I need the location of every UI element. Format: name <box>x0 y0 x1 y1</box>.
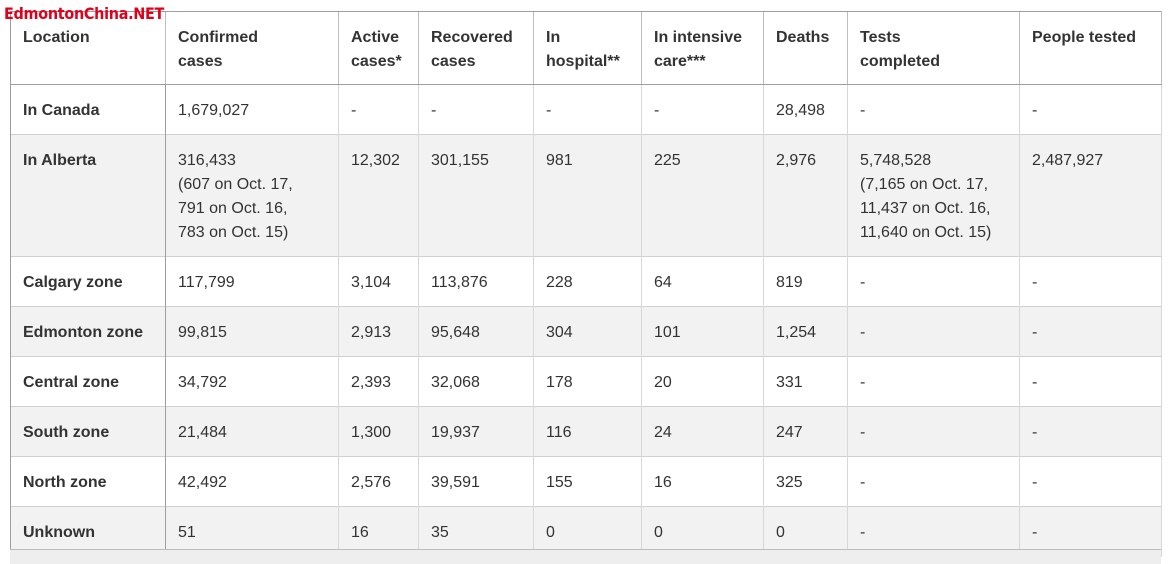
header-deaths: Deaths <box>763 11 848 85</box>
cell-intensive-care: 225 <box>641 134 764 257</box>
table-row: Unknown 51 16 35 0 0 0- - <box>10 506 1162 557</box>
table-row: North zone 42,492 2,576 39,591 155 16 325- - <box>10 456 1162 507</box>
cell-in-hospital: 155 <box>533 456 642 507</box>
cell-location: In Canada <box>10 84 166 135</box>
cell-active-cases: 16 <box>338 506 419 557</box>
cell-confirmed-cases: 99,815 <box>165 306 339 357</box>
cell-confirmed-cases: 42,492 <box>165 456 339 507</box>
header-tests-completed: Tests completed <box>847 11 1020 85</box>
cell-in-hospital: 178 <box>533 356 642 407</box>
cell-confirmed-cases: 316,433 (607 on Oct. 17, 791 on Oct. 16,… <box>165 134 339 257</box>
table-row: Edmonton zone 99,815 2,913 95,648 304 101 1,25… <box>10 306 1162 357</box>
cell-intensive-care: 0 <box>641 506 764 557</box>
cell-active-cases: 2,576 <box>338 456 419 507</box>
cell-tests-completed: - <box>847 256 1020 307</box>
cell-people-tested: - <box>1019 506 1162 557</box>
cell-intensive-care: 64 <box>641 256 764 307</box>
cell-confirmed-cases: 117,799 <box>165 256 339 307</box>
cell-in-hospital: 116 <box>533 406 642 457</box>
cell-intensive-care: - <box>641 84 764 135</box>
cell-location: Edmonton zone <box>10 306 166 357</box>
header-confirmed-cases: Confirmed cases <box>165 11 339 85</box>
cell-recovered-cases: 95,648 <box>418 306 534 357</box>
cell-intensive-care: 16 <box>641 456 764 507</box>
cell-active-cases: 1,300 <box>338 406 419 457</box>
cell-intensive-care: 20 <box>641 356 764 407</box>
cell-people-tested: - <box>1019 256 1162 307</box>
cell-recovered-cases: 113,876 <box>418 256 534 307</box>
cell-in-hospital: 228 <box>533 256 642 307</box>
cell-in-hospital: - <box>533 84 642 135</box>
header-people-tested: People tested <box>1019 11 1162 85</box>
cell-recovered-cases: 32,068 <box>418 356 534 407</box>
cell-deaths: 0 <box>763 506 848 557</box>
header-active-cases: Active cases* <box>338 11 419 85</box>
cell-confirmed-cases: 34,792 <box>165 356 339 407</box>
table-footer-bar <box>10 549 1161 564</box>
cell-confirmed-cases: 51 <box>165 506 339 557</box>
cell-location: Calgary zone <box>10 256 166 307</box>
cell-people-tested: - <box>1019 306 1162 357</box>
cell-location: Unknown <box>10 506 166 557</box>
cell-tests-completed: - <box>847 306 1020 357</box>
cell-active-cases: 3,104 <box>338 256 419 307</box>
cell-recovered-cases: 39,591 <box>418 456 534 507</box>
table-row: In Canada 1,679,027- - - -28,498- - <box>10 84 1162 135</box>
cell-active-cases: 12,302 <box>338 134 419 257</box>
cell-people-tested: - <box>1019 456 1162 507</box>
cell-tests-completed: 5,748,528 (7,165 on Oct. 17, 11,437 on O… <box>847 134 1020 257</box>
cell-tests-completed: - <box>847 506 1020 557</box>
table-row: Central zone 34,792 2,393 32,068 178 20 331- - <box>10 356 1162 407</box>
cell-deaths: 247 <box>763 406 848 457</box>
cell-confirmed-cases: 21,484 <box>165 406 339 457</box>
cell-location: South zone <box>10 406 166 457</box>
cell-people-tested: - <box>1019 84 1162 135</box>
covid-stats-table: Location Confirmed cases Active cases* R… <box>10 11 1162 557</box>
cell-deaths: 819 <box>763 256 848 307</box>
cell-recovered-cases: 301,155 <box>418 134 534 257</box>
cell-active-cases: 2,393 <box>338 356 419 407</box>
cell-intensive-care: 24 <box>641 406 764 457</box>
cell-in-hospital: 304 <box>533 306 642 357</box>
table-row: South zone 21,484 1,300 19,937 116 24 247- - <box>10 406 1162 457</box>
cell-deaths: 331 <box>763 356 848 407</box>
cell-active-cases: - <box>338 84 419 135</box>
cell-deaths: 2,976 <box>763 134 848 257</box>
cell-confirmed-cases: 1,679,027 <box>165 84 339 135</box>
cell-intensive-care: 101 <box>641 306 764 357</box>
cell-people-tested: - <box>1019 356 1162 407</box>
site-watermark: EdmontonChina.NET <box>4 4 165 23</box>
header-intensive-care: In intensive care*** <box>641 11 764 85</box>
cell-recovered-cases: - <box>418 84 534 135</box>
cell-deaths: 325 <box>763 456 848 507</box>
cell-recovered-cases: 19,937 <box>418 406 534 457</box>
cell-people-tested: 2,487,927 <box>1019 134 1162 257</box>
cell-location: In Alberta <box>10 134 166 257</box>
table-header-row: Location Confirmed cases Active cases* R… <box>10 11 1162 85</box>
cell-tests-completed: - <box>847 84 1020 135</box>
cell-active-cases: 2,913 <box>338 306 419 357</box>
cell-tests-completed: - <box>847 356 1020 407</box>
table-row: In Alberta 316,433 (607 on Oct. 17, 791 o… <box>10 134 1162 257</box>
header-in-hospital: In hospital** <box>533 11 642 85</box>
cell-in-hospital: 0 <box>533 506 642 557</box>
table-row: Calgary zone 117,799 3,104 113,876 228 64 819-… <box>10 256 1162 307</box>
header-recovered-cases: Recovered cases <box>418 11 534 85</box>
cell-people-tested: - <box>1019 406 1162 457</box>
header-location: Location <box>10 11 166 85</box>
cell-tests-completed: - <box>847 406 1020 457</box>
cell-recovered-cases: 35 <box>418 506 534 557</box>
cell-tests-completed: - <box>847 456 1020 507</box>
cell-location: Central zone <box>10 356 166 407</box>
cell-deaths: 28,498 <box>763 84 848 135</box>
cell-in-hospital: 981 <box>533 134 642 257</box>
cell-deaths: 1,254 <box>763 306 848 357</box>
cell-location: North zone <box>10 456 166 507</box>
